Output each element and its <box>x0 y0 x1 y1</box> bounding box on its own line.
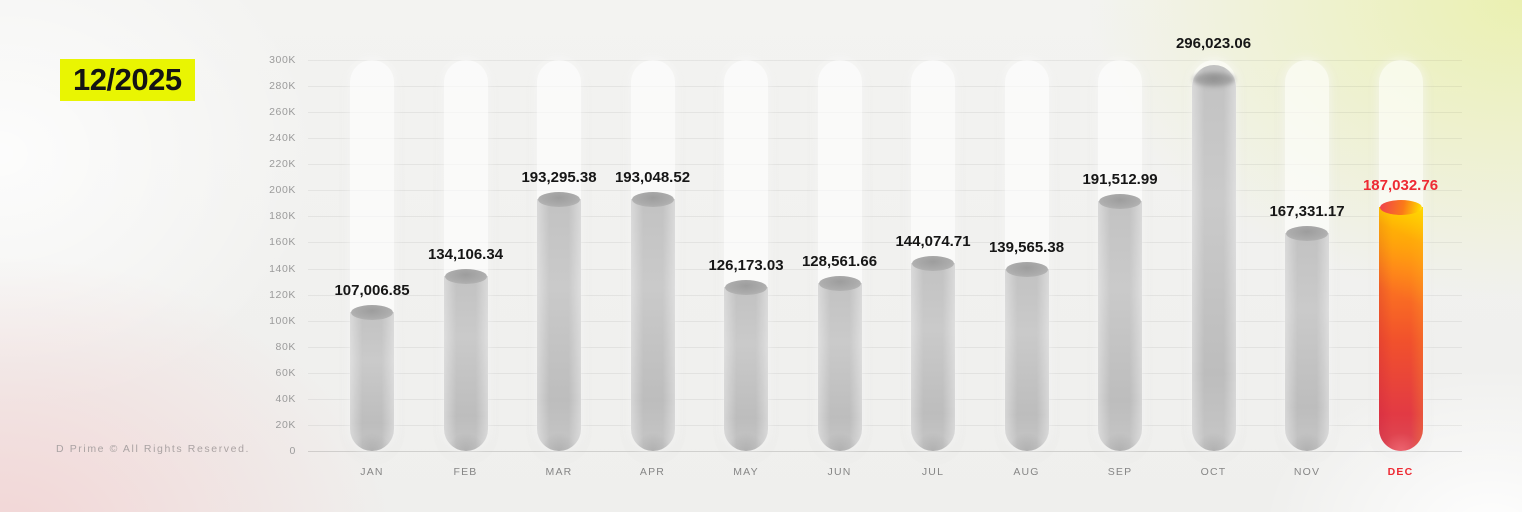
x-label-apr: APR <box>639 466 666 478</box>
bar-column-apr: 193,048.52 <box>615 60 690 451</box>
y-tick-260k: 260K <box>269 106 296 119</box>
x-label-oct: OCT <box>1200 466 1227 478</box>
bar-column-jan: 107,006.85 <box>334 60 410 451</box>
gridline-200k <box>308 190 1462 192</box>
bar-column-nov: 167,331.17 <box>1269 60 1345 451</box>
y-tick-40k: 40K <box>275 392 296 405</box>
value-label-oct: 296,023.06 <box>1175 35 1252 53</box>
copyright-text: D Prime © All Rights Reserved. <box>56 443 251 455</box>
bar-fill-nov <box>1285 225 1329 451</box>
y-tick-200k: 200K <box>269 184 296 197</box>
bar-cap-aug <box>1005 262 1048 278</box>
x-label-jan: JAN <box>360 466 384 478</box>
gridline-300k <box>308 60 1462 61</box>
bar-fill-may <box>724 279 768 451</box>
gridline-40k <box>308 398 1462 400</box>
x-label-mar: MAR <box>545 466 573 478</box>
y-tick-220k: 220K <box>269 158 296 171</box>
x-label-jul: JUL <box>921 466 945 478</box>
bar-column-oct: 296,023.06 <box>1176 35 1251 451</box>
x-label-nov: NOV <box>1293 466 1321 478</box>
bar-cap-oct <box>1192 72 1235 88</box>
bar-column-jun: 128,561.66 <box>802 60 877 451</box>
value-label-jan: 107,006.85 <box>334 281 410 299</box>
y-tick-0: 0 <box>289 445 296 457</box>
y-tick-180k: 180K <box>269 210 296 223</box>
x-label-jun: JUN <box>827 466 852 478</box>
y-tick-280k: 280K <box>269 80 296 93</box>
bar-cap-mar <box>538 192 580 208</box>
y-tick-140k: 140K <box>269 262 296 275</box>
gridline-280k <box>308 86 1462 88</box>
bar-column-mar: 193,295.38 <box>521 60 597 451</box>
bar-cap-feb <box>444 269 487 285</box>
bar-cap-dec <box>1379 200 1422 216</box>
gridline-20k <box>308 424 1462 426</box>
bar-fill-jul <box>911 256 955 451</box>
x-label-aug: AUG <box>1013 466 1040 478</box>
y-tick-160k: 160K <box>269 236 296 249</box>
gridline-220k <box>308 164 1462 166</box>
bar-cap-jul <box>912 256 954 272</box>
bar-fill-jan <box>350 304 394 451</box>
value-label-aug: 139,565.38 <box>988 239 1065 257</box>
x-label-feb: FEB <box>453 466 478 478</box>
x-label-dec: DEC <box>1387 466 1414 478</box>
gridline-160k <box>308 242 1462 244</box>
gridline-240k <box>308 138 1462 140</box>
bar-fill-apr <box>630 192 675 451</box>
gridline-60k <box>308 372 1462 374</box>
bar-column-dec: 187,032.76 <box>1363 60 1438 451</box>
value-label-apr: 193,048.52 <box>614 169 691 187</box>
period-title: 12/2025 <box>60 59 195 101</box>
value-label-sep: 191,512.99 <box>1082 171 1158 189</box>
x-label-sep: SEP <box>1107 466 1133 478</box>
bar-column-sep: 191,512.99 <box>1082 60 1158 451</box>
bar-column-feb: 134,106.34 <box>428 60 503 451</box>
value-label-may: 126,173.03 <box>708 256 784 274</box>
value-label-nov: 167,331.17 <box>1269 202 1345 220</box>
value-label-feb: 134,106.34 <box>427 246 504 264</box>
y-tick-240k: 240K <box>269 132 296 145</box>
bar-column-may: 126,173.03 <box>708 60 784 451</box>
value-label-jul: 144,074.71 <box>895 233 971 251</box>
bar-cap-may <box>725 279 767 295</box>
y-tick-80k: 80K <box>275 340 296 353</box>
y-tick-60k: 60K <box>275 366 296 379</box>
gridline-180k <box>308 216 1462 218</box>
bar-fill-aug <box>1004 262 1049 451</box>
bar-cap-jun <box>818 276 861 292</box>
gridline-120k <box>308 294 1462 296</box>
bar-fill-dec <box>1378 200 1423 451</box>
value-label-mar: 193,295.38 <box>521 169 597 187</box>
gridline-100k <box>308 320 1462 322</box>
bar-cap-jan <box>351 304 393 320</box>
y-tick-100k: 100K <box>269 314 296 327</box>
gridline-260k <box>308 112 1462 114</box>
bar-column-aug: 139,565.38 <box>989 60 1064 451</box>
y-tick-20k: 20K <box>275 418 296 431</box>
bar-fill-oct <box>1191 65 1236 451</box>
bar-fill-jun <box>817 276 862 451</box>
value-label-dec: 187,032.76 <box>1362 177 1439 195</box>
x-label-may: MAY <box>733 466 759 478</box>
bar-column-jul: 144,074.71 <box>895 60 971 451</box>
gridline-80k <box>308 346 1462 348</box>
gridline-0 <box>308 451 1462 452</box>
bar-cap-apr <box>631 192 674 208</box>
bar-fill-mar <box>537 192 581 451</box>
bar-cap-nov <box>1286 225 1328 241</box>
bar-fill-feb <box>443 269 488 451</box>
y-tick-300k: 300K <box>269 54 296 66</box>
y-tick-120k: 120K <box>269 288 296 301</box>
bar-fill-sep <box>1098 194 1142 451</box>
gridline-140k <box>308 268 1462 270</box>
bar-cap-sep <box>1099 194 1141 210</box>
value-label-jun: 128,561.66 <box>801 253 878 271</box>
